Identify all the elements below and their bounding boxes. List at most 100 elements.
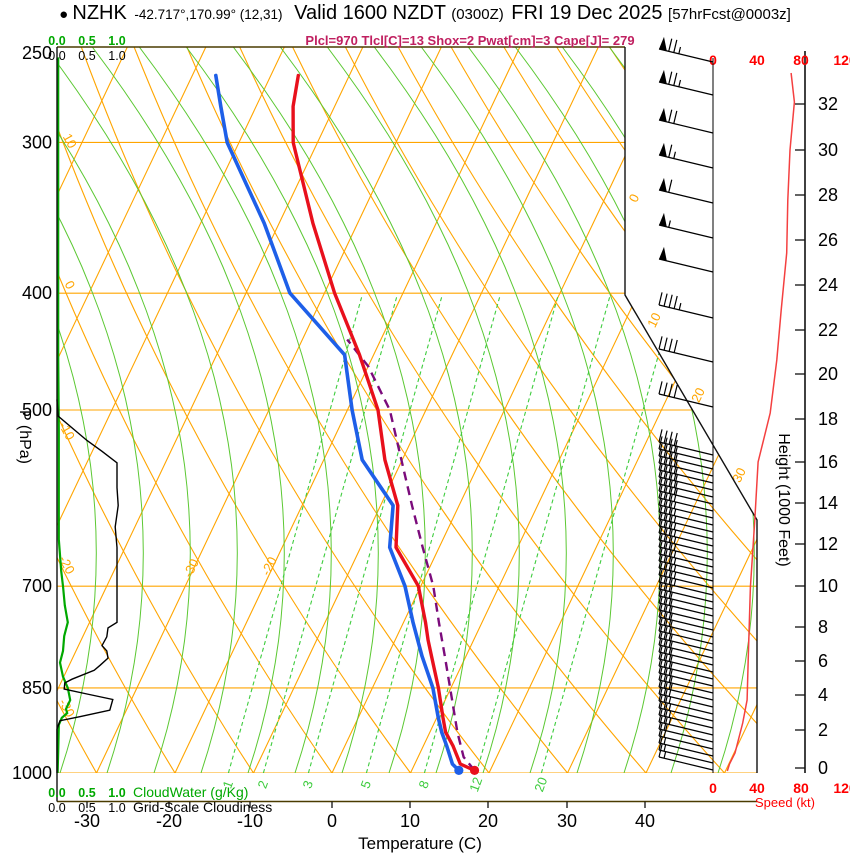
pressure-tick-label: 300	[22, 132, 52, 152]
wind-barb	[658, 604, 714, 631]
parameters-line: Plcl=970 Tlcl[C]=13 Shox=2 Pwat[cm]=3 Ca…	[305, 33, 634, 48]
isotherm-label: -30	[180, 556, 202, 579]
cloudiness-scale-top: 0.0	[48, 49, 65, 63]
temperature-tick-label: 40	[635, 811, 655, 831]
wind-barb	[658, 681, 714, 708]
dry-adiabat-label: 0	[62, 278, 79, 292]
height-tick-label: 28	[818, 185, 838, 205]
wind-barb	[658, 246, 714, 273]
wind-barb	[658, 632, 714, 659]
cloudiness-scale-bottom: 1.0	[108, 801, 125, 815]
wind-barb	[658, 513, 714, 540]
wind-barb	[658, 618, 714, 645]
temperature-curve	[291, 73, 477, 773]
cloudwater-scale-title: CloudWater (g/Kg)	[133, 784, 248, 800]
height-tick-label: 2	[818, 720, 828, 740]
speed-tick-bottom: 0	[709, 780, 717, 796]
height-tick-label: 22	[818, 320, 838, 340]
wind-barb	[658, 569, 714, 596]
cloudiness-scale-title: Grid-Scale Cloudiness	[133, 799, 272, 815]
wind-barb	[658, 597, 714, 624]
height-axis-title: Height (1000 Feet)	[775, 433, 792, 566]
mixing-ratio-label: 2	[254, 778, 271, 790]
wind-barb	[658, 471, 714, 498]
height-tick-label: 6	[818, 651, 828, 671]
temperature-tick-label: -30	[74, 811, 100, 831]
mixing-ratio-lines	[227, 294, 676, 773]
wind-barb	[658, 485, 714, 512]
speed-tick-top: 80	[793, 52, 809, 68]
surface-dewpoint-dot	[454, 765, 464, 775]
wind-barb	[658, 583, 714, 610]
height-tick-label: 20	[818, 364, 838, 384]
cloudiness-scale-top: 1.0	[108, 49, 125, 63]
wind-barb	[658, 292, 714, 319]
cloudwater-scale-top: 1.0	[108, 34, 125, 48]
mixing-ratio-label: 3	[299, 778, 316, 790]
wind-barb	[658, 702, 714, 729]
wind-barb	[658, 212, 714, 239]
titles: ● NZHK -42.717°,170.99° (12,31) Valid 16…	[59, 2, 791, 48]
wind-barb	[658, 464, 714, 491]
wind-barb	[658, 534, 714, 561]
wind-barb	[658, 69, 714, 96]
speed-tick-top: 40	[749, 52, 765, 68]
pressure-tick-label: 700	[22, 576, 52, 596]
pressure-tick-label: 850	[22, 678, 52, 698]
speed-axis-title: Speed (kt)	[755, 795, 815, 810]
pressure-tick-label: 1000	[12, 763, 52, 783]
wind-barb	[658, 520, 714, 547]
pressure-tick-label: 400	[22, 283, 52, 303]
cloudwater-scale-top: 0.0	[48, 34, 65, 48]
wind-barb	[658, 107, 714, 134]
wind-barb	[658, 541, 714, 568]
speed-tick-bottom: 80	[793, 780, 809, 796]
height-tick-label: 24	[818, 275, 838, 295]
wind-barb	[658, 744, 714, 771]
wind-barb	[658, 625, 714, 652]
height-tick-label: 16	[818, 452, 838, 472]
isotherm-label: 30	[729, 465, 749, 485]
temperature-tick-label: 0	[327, 811, 337, 831]
temperature-tick-label: 30	[557, 811, 577, 831]
cloudiness-scale-bottom: 0.0	[48, 801, 65, 815]
wind-barb	[658, 436, 714, 463]
dry-adiabat-label: 10	[60, 131, 80, 151]
sounding-curves	[214, 73, 480, 775]
surface-temperature-dot	[469, 765, 480, 775]
wind-barb	[658, 177, 714, 204]
mixing-ratio-label: 8	[415, 778, 432, 790]
grid-scale-cloudiness-profile	[56, 399, 119, 773]
temperature-axis-title: Temperature (C)	[358, 834, 482, 853]
wind-barb	[658, 478, 714, 505]
wind-barb	[658, 646, 714, 673]
pressure-axis-title: P (hPa)	[16, 410, 33, 464]
wind-barb	[658, 457, 714, 484]
wind-barb	[658, 709, 714, 736]
pressure-tick-label: 250	[22, 43, 52, 63]
temperature-tick-label: 20	[478, 811, 498, 831]
wind-barb	[658, 142, 714, 169]
wind-barb	[658, 653, 714, 680]
wind-barb	[658, 450, 714, 477]
wind-barb	[658, 688, 714, 715]
speed-scale: 0 0 40 40 80 80 120 120 Speed (kt)	[709, 52, 850, 810]
mixing-ratio-label: 20	[531, 775, 550, 794]
wind-barb	[658, 555, 714, 582]
wind-barbs	[658, 36, 714, 773]
height-tick-label: 26	[818, 230, 838, 250]
wind-barb	[658, 576, 714, 603]
wind-barb	[658, 674, 714, 701]
speed-tick-bottom: 40	[749, 780, 765, 796]
wind-barb	[658, 492, 714, 519]
speed-profile-line	[726, 72, 796, 772]
temperature-tick-label: 10	[400, 811, 420, 831]
wind-barb	[658, 695, 714, 722]
cloudwater-scale-bottom: 0.0	[48, 786, 65, 800]
height-tick-label: 10	[818, 576, 838, 596]
mixing-ratio-label: 1	[219, 778, 236, 790]
wind-barb	[658, 548, 714, 575]
speed-profile	[726, 72, 796, 772]
